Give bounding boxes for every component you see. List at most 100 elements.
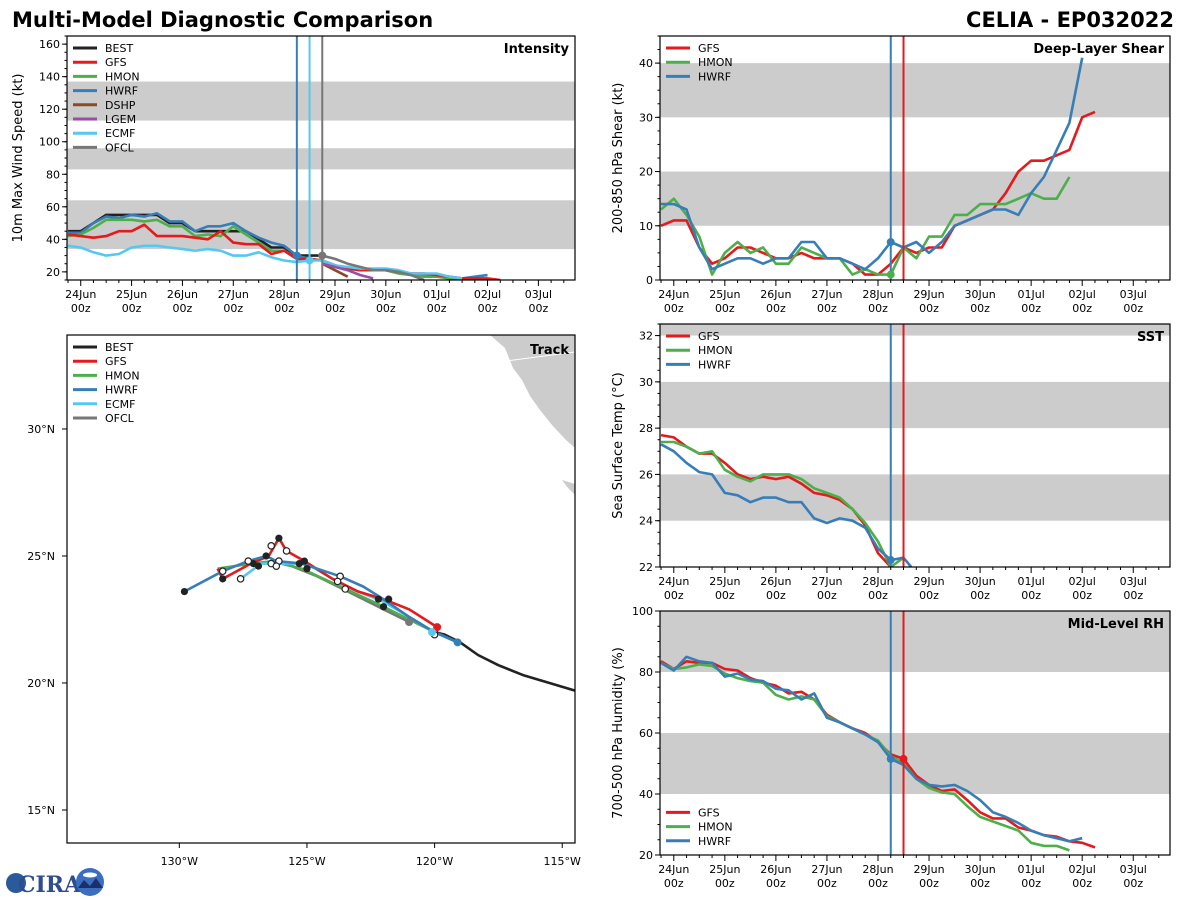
y-axis-label: Sea Surface Temp (°C) [611,372,626,519]
x-tick-label-hour: 00z [970,589,990,602]
x-tick-label-date: 26Jun [167,288,198,301]
x-tick-label-date: 02Jul [1069,575,1096,588]
y-tick-label: 25°N [27,550,55,563]
x-tick-label-hour: 00z [1123,877,1143,890]
x-tick-label-hour: 00z [970,302,990,315]
figure-title: Multi-Model Diagnostic Comparison [12,8,433,32]
init-marker-hwrf [886,754,895,763]
track-point-open [282,547,291,555]
track-plot-area [180,335,575,692]
plot-frame [66,334,576,844]
series-line-ofcl [321,254,425,280]
legend-label-best: BEST [105,42,133,55]
track-point-filled [303,565,311,573]
x-tick-label-date: 27Jun [811,288,842,301]
shear-chart: 01020304024Jun00z25Jun00z26Jun00z27Jun00… [611,35,1171,315]
cira-logo: CIRA [6,868,104,898]
track-point-filled [275,534,283,542]
legend-label-hmon: HMON [105,369,140,382]
x-tick-label-date: 30Jun [964,288,995,301]
y-tick-label: 22 [639,561,653,574]
y-tick-label: 30 [639,376,653,389]
x-tick-label: 115°W [544,855,581,868]
y-tick-label: 20 [639,166,653,179]
track-point-filled [374,595,383,603]
track-point-open [218,567,227,576]
legend-label-gfs: GFS [698,806,720,819]
x-tick-label-date: 26Jun [760,575,791,588]
x-tick-label-date: 29Jun [913,575,944,588]
x-tick-label-hour: 00z [817,877,837,890]
legend-label-hmon: HMON [105,70,140,83]
series-line-lgem [321,262,374,280]
shaded-band [67,200,575,250]
track-line-hmon [217,559,459,644]
x-tick-label-hour: 00z [766,589,786,602]
y-tick-label: 40 [46,233,60,246]
x-tick-label-hour: 00z [1072,589,1092,602]
init-marker-hwrf [292,251,301,260]
track-init-point-gfs [433,623,442,632]
x-tick-label-hour: 00z [664,589,684,602]
x-tick-label-hour: 00z [766,877,786,890]
y-tick-label: 100 [632,605,653,618]
shaded-band [660,611,1170,672]
x-tick-label-date: 24Jun [658,288,689,301]
x-tick-label-date: 03Jul [1120,288,1147,301]
x-tick-label-date: 26Jun [760,863,791,876]
legend-label-hwrf: HWRF [105,384,138,397]
x-tick-label-date: 29Jun [319,288,350,301]
legend-label-lgem: LGEM [105,113,136,126]
x-tick-label-hour: 00z [868,877,888,890]
track-init-point-hwrf [453,638,462,647]
y-tick-label: 30°N [27,423,55,436]
shaded-band [67,81,575,121]
intensity-chart: 2040608010012014016024Jun00z25Jun00z26Ju… [11,35,576,315]
x-tick-label-date: 28Jun [862,288,893,301]
x-tick-label-date: 01Jul [1018,288,1045,301]
x-tick-label-date: 25Jun [709,575,740,588]
y-tick-label: 20°N [27,677,55,690]
x-tick-label-date: 28Jun [269,288,300,301]
y-tick-label: 28 [639,422,653,435]
x-tick-label: 130°W [161,855,198,868]
x-tick-label-hour: 00z [1072,877,1092,890]
x-tick-label-date: 01Jul [1018,575,1045,588]
x-tick-label-hour: 00z [528,302,548,315]
x-tick-label-hour: 00z [71,302,91,315]
track-point-filled [262,552,270,560]
y-tick-label: 26 [639,468,653,481]
track-line-ecmf [239,562,459,644]
series-line-hwrf [661,57,1084,271]
legend-label-hwrf: HWRF [698,358,731,371]
x-tick-label-hour: 00z [274,302,294,315]
track-point-open [236,575,245,583]
init-marker-ecmf [305,256,314,265]
track-init-point-ecmf [428,628,437,637]
x-tick-label-date: 29Jun [913,288,944,301]
legend-label-best: BEST [105,341,133,354]
y-tick-label: 60 [46,201,60,214]
x-tick-label-hour: 00z [478,302,498,315]
x-tick-label-date: 27Jun [811,863,842,876]
track-point-open [267,542,276,550]
x-tick-label-date: 25Jun [709,288,740,301]
y-tick-label: 40 [639,788,653,801]
y-tick-label: 40 [639,57,653,70]
x-tick-label-hour: 00z [1021,589,1041,602]
x-tick-label-hour: 00z [376,302,396,315]
track-point-filled [219,575,227,583]
x-tick-label-date: 24Jun [658,863,689,876]
x-tick-label-hour: 00z [325,302,345,315]
x-tick-label-hour: 00z [868,589,888,602]
x-tick-label-hour: 00z [664,877,684,890]
x-tick-label-date: 27Jun [218,288,249,301]
x-tick-label-hour: 00z [715,302,735,315]
x-tick-label-hour: 00z [427,302,447,315]
x-tick-label-hour: 00z [817,589,837,602]
y-tick-label: 20 [46,266,60,279]
x-tick-label-hour: 00z [715,877,735,890]
track-line-hwrf [183,554,459,644]
plot-frame [659,323,1171,568]
